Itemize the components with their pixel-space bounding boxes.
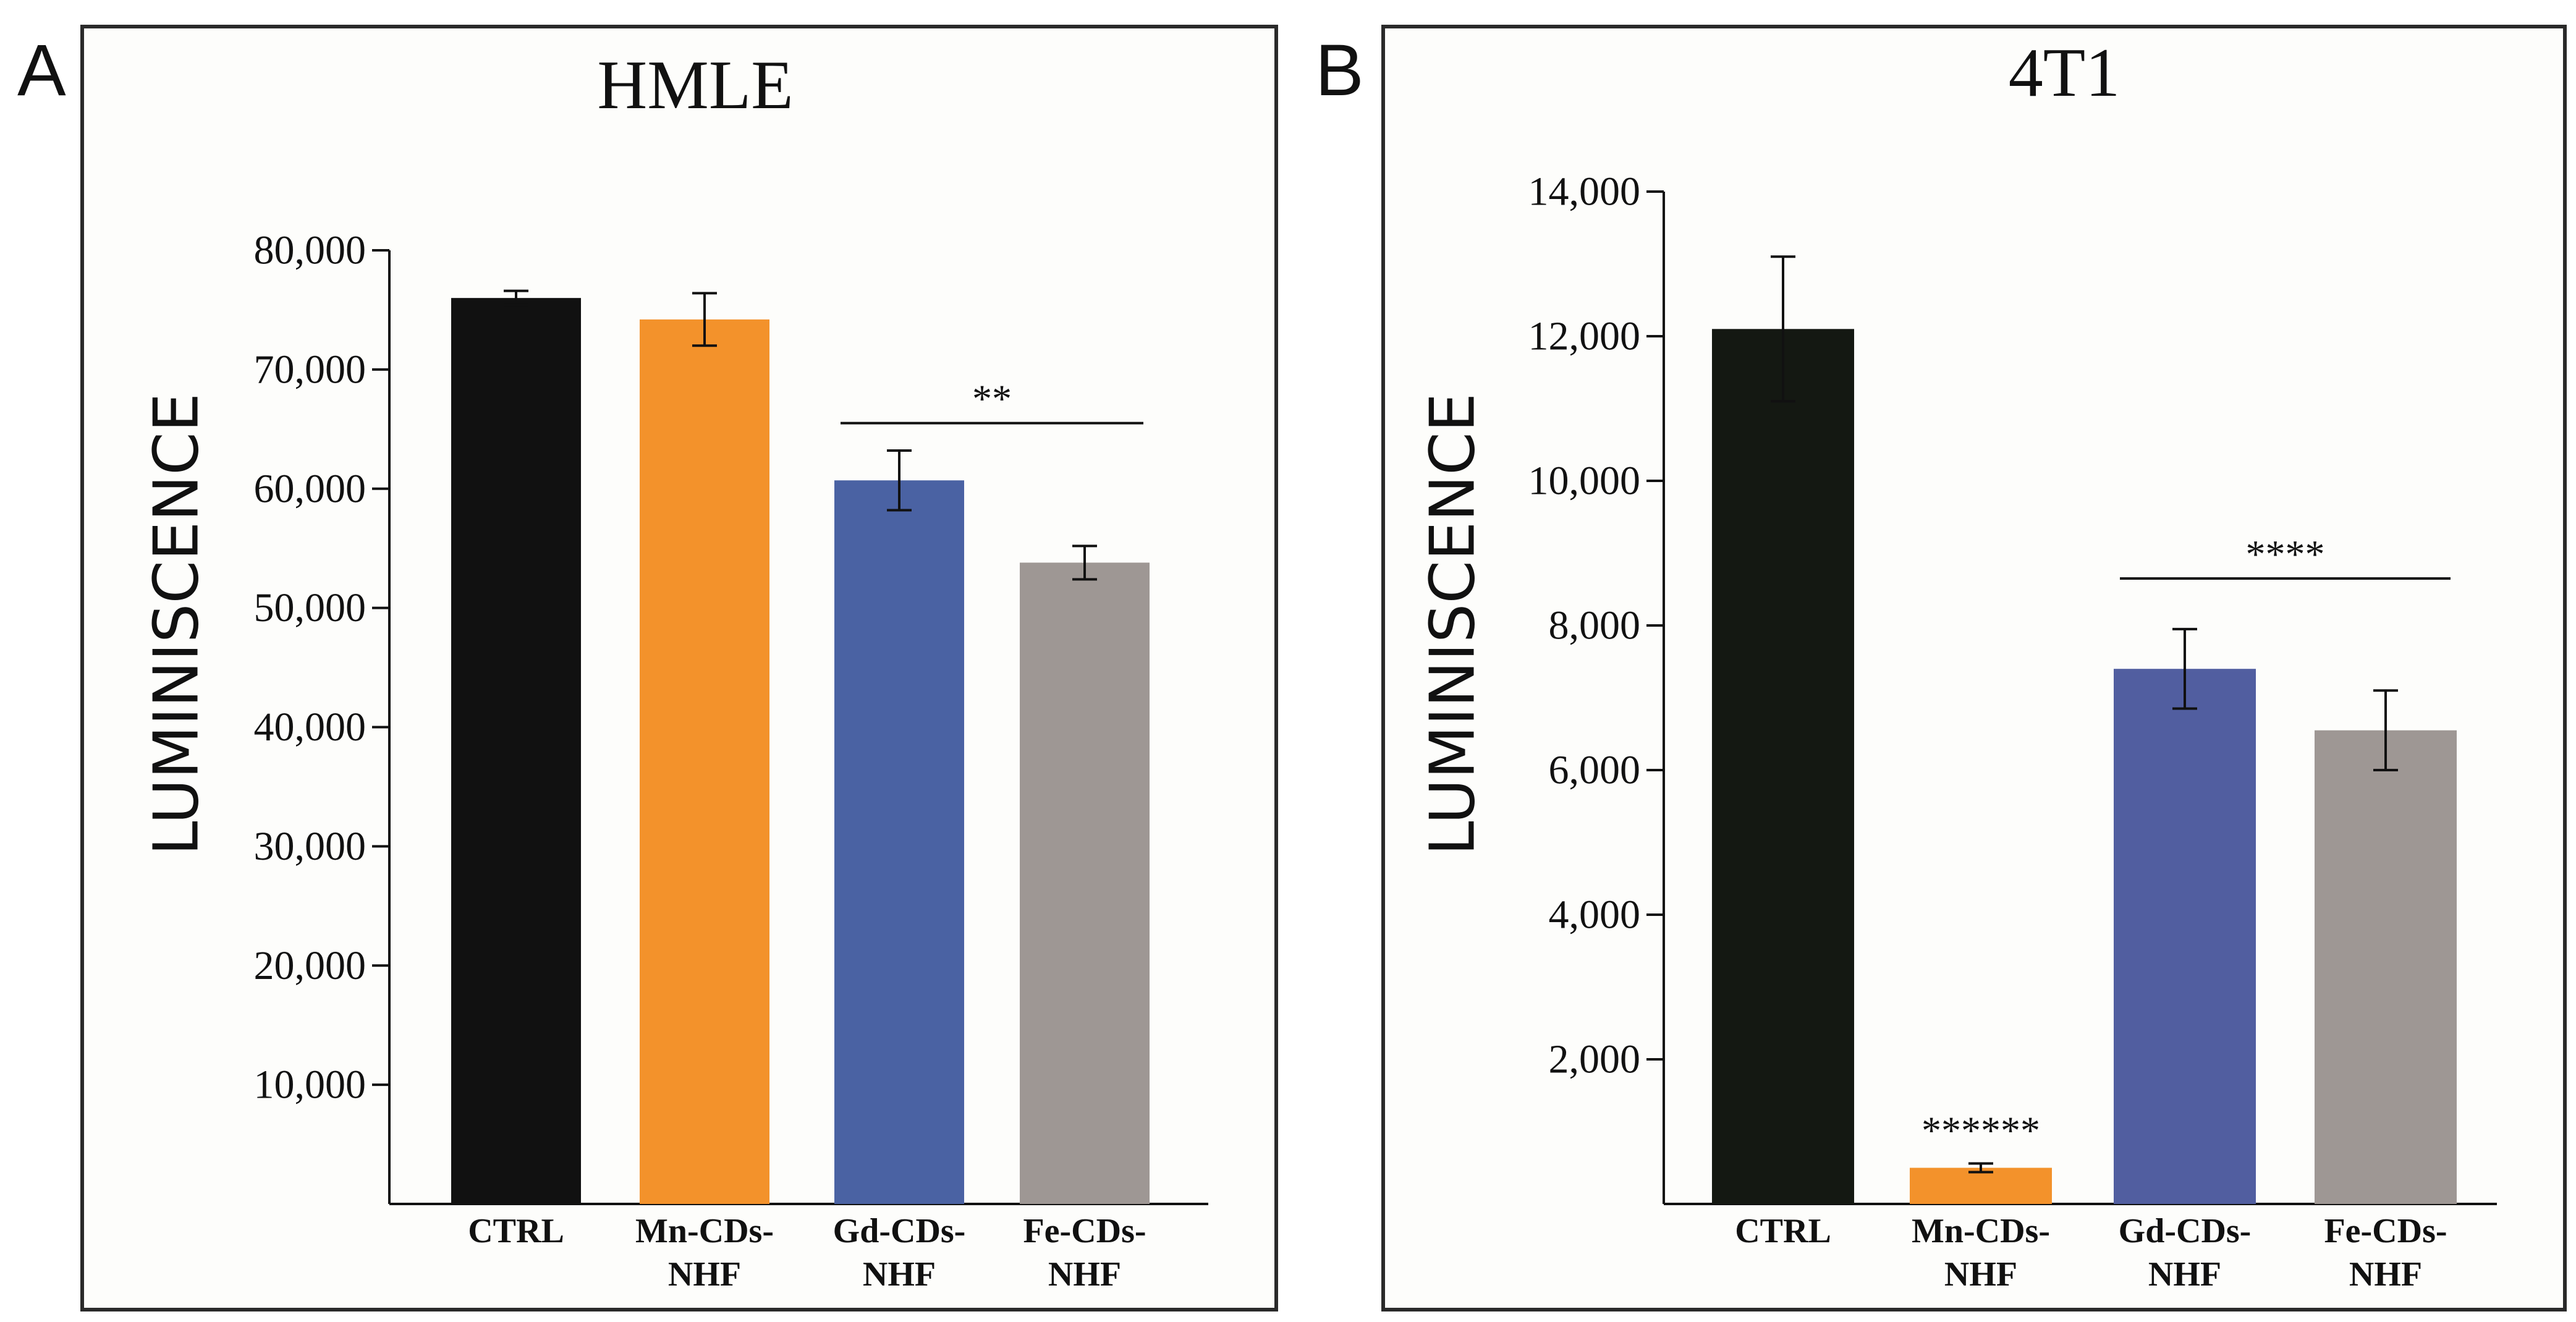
- chart-a-category-label: CTRL: [468, 1212, 564, 1250]
- chart-a-significance-label: **: [972, 377, 1012, 421]
- chart-a-bar: [1020, 562, 1150, 1204]
- chart-a-bar: [834, 480, 964, 1204]
- chart-a-title: HMLE: [597, 47, 793, 124]
- chart-a-category-label: NHF: [863, 1255, 936, 1294]
- chart-b-category-label: CTRL: [1735, 1212, 1831, 1250]
- chart-a-y-tick-label: 70,000: [254, 347, 366, 392]
- chart-a-category-label: Gd-CDs-: [833, 1212, 966, 1250]
- chart-a-y-tick-label: 60,000: [254, 466, 366, 511]
- chart-b-significance-label: ****: [2246, 532, 2325, 576]
- chart-b-y-axis-label: LUMINISCENCE: [1417, 393, 1489, 855]
- chart-b-bar: [1910, 1167, 2052, 1204]
- chart-a-y-axis-label: LUMINISCENCE: [140, 393, 213, 855]
- chart-b-significance-label: ******: [1921, 1108, 2040, 1152]
- chart-b-y-tick-label: 14,000: [1528, 169, 1641, 214]
- chart-a-y-tick-label: 40,000: [254, 705, 366, 750]
- chart-b-y-tick-label: 10,000: [1528, 459, 1641, 504]
- chart-b-y-tick-label: 8,000: [1549, 603, 1641, 648]
- chart-b-bar: [2315, 730, 2457, 1204]
- chart-b-category-label: NHF: [1944, 1255, 2017, 1294]
- panel-letter-a: A: [17, 30, 66, 111]
- chart-b-y-tick-label: 6,000: [1549, 748, 1641, 793]
- chart-b-bar: [1712, 329, 1854, 1204]
- chart-b-title: 4T1: [2009, 35, 2120, 111]
- chart-b-category-label: Fe-CDs-: [2324, 1212, 2447, 1250]
- chart-a-y-tick-label: 50,000: [254, 585, 366, 630]
- chart-a-category-label: NHF: [1048, 1255, 1121, 1294]
- chart-a-bar: [451, 298, 581, 1204]
- chart-a-category-label: NHF: [668, 1255, 741, 1294]
- chart-a-y-tick-label: 10,000: [254, 1062, 366, 1108]
- chart-b-y-tick-label: 4,000: [1549, 892, 1641, 938]
- chart-b-category-label: Mn-CDs-: [1912, 1212, 2050, 1250]
- chart-b-category-label: NHF: [2148, 1255, 2221, 1294]
- chart-a-category-label: Mn-CDs-: [635, 1212, 774, 1250]
- chart-b-category-label: NHF: [2349, 1255, 2422, 1294]
- chart-a-bar: [640, 319, 769, 1205]
- chart-b-category-label: Gd-CDs-: [2119, 1212, 2252, 1250]
- panel-letter-b: B: [1315, 30, 1364, 111]
- chart-b-bar: [2114, 669, 2256, 1204]
- chart-a-y-tick-label: 80,000: [254, 228, 366, 273]
- chart-a-y-tick-label: 20,000: [254, 943, 366, 988]
- chart-b-y-tick-label: 2,000: [1549, 1037, 1641, 1082]
- chart-a-y-tick-label: 30,000: [254, 824, 366, 869]
- chart-a-category-label: Fe-CDs-: [1023, 1212, 1146, 1250]
- chart-b-y-tick-label: 12,000: [1528, 314, 1641, 359]
